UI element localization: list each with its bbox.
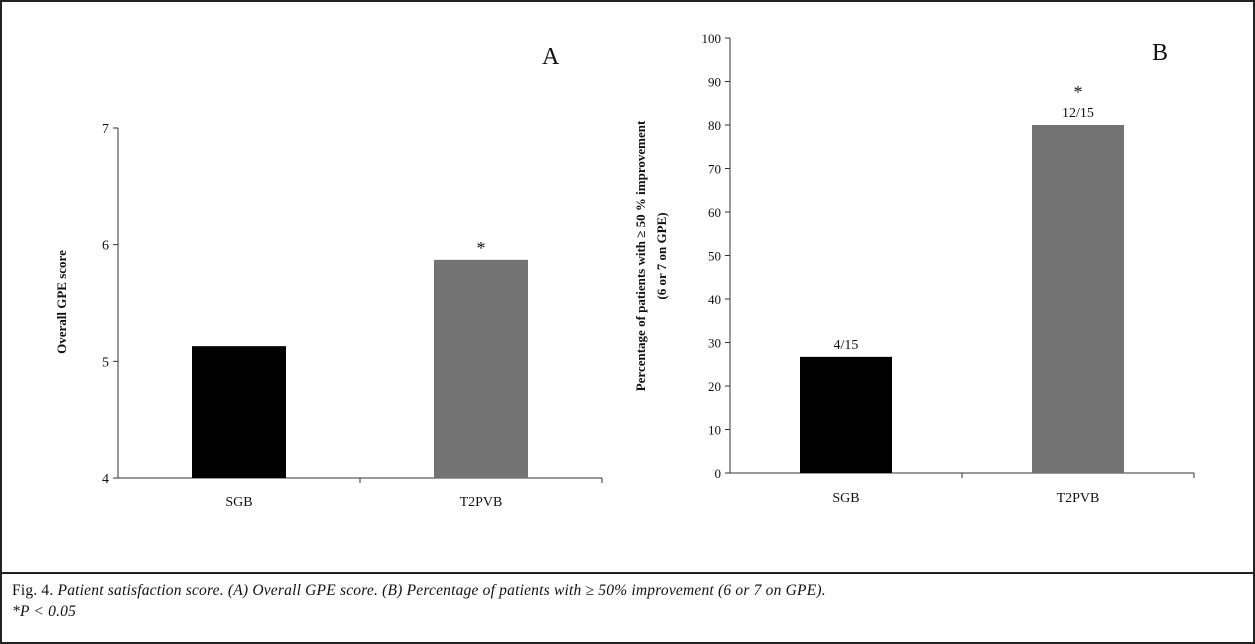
caption-line-1: Fig. 4. Patient satisfaction score. (A) … bbox=[12, 580, 1237, 601]
plot-area: 4 5 6 7 SGB T2PVB * A Overall GPE score 0 10 20 30 40… bbox=[2, 2, 1253, 572]
figure-caption: Fig. 4. Patient satisfaction score. (A) … bbox=[12, 580, 1237, 622]
y-tick-label: 30 bbox=[708, 336, 721, 351]
y-tick-label: 100 bbox=[702, 31, 722, 46]
bar-sgb bbox=[192, 346, 286, 478]
y-tick-label: 40 bbox=[708, 292, 721, 307]
chart-panel-b: 0 10 20 30 40 50 60 70 80 90 100 SGB 4/15 T2PVB 12/15 *… bbox=[633, 31, 1195, 506]
bar-data-label: 4/15 bbox=[834, 338, 859, 353]
x-category-label: SGB bbox=[225, 495, 252, 510]
y-tick-label: 7 bbox=[102, 122, 109, 137]
caption-line-2: *P < 0.05 bbox=[12, 603, 77, 620]
y-axis-label: Overall GPE score bbox=[54, 250, 69, 354]
panel-label: B bbox=[1152, 40, 1168, 66]
y-tick-label: 90 bbox=[708, 75, 721, 90]
y-tick-label: 6 bbox=[102, 239, 109, 254]
significance-marker: * bbox=[477, 238, 486, 258]
y-tick-label: 50 bbox=[708, 249, 721, 264]
y-tick-label: 0 bbox=[715, 466, 722, 481]
bar-data-label: 12/15 bbox=[1062, 106, 1094, 121]
charts-svg: 4 5 6 7 SGB T2PVB * A Overall GPE score 0 10 20 30 40… bbox=[54, 31, 1195, 510]
y-axis-label: Percentage of patients with ≥ 50 % impro… bbox=[633, 120, 648, 391]
x-category-label: T2PVB bbox=[1057, 491, 1100, 506]
y-tick-label: 60 bbox=[708, 205, 721, 220]
bar-sgb bbox=[800, 356, 892, 473]
y-axis-label-line-2: (6 or 7 on GPE) bbox=[654, 212, 669, 299]
caption-text: Patient satisfaction score. (A) Overall … bbox=[57, 582, 826, 599]
y-tick-label: 4 bbox=[102, 472, 109, 487]
caption-divider bbox=[0, 572, 1255, 574]
bar-t2pvb bbox=[434, 259, 528, 478]
y-tick-label: 20 bbox=[708, 379, 721, 394]
bar-t2pvb bbox=[1032, 125, 1124, 473]
y-tick-label: 80 bbox=[708, 118, 721, 133]
y-tick-label: 5 bbox=[102, 355, 109, 370]
caption-figure-label: Fig. 4. bbox=[12, 582, 54, 599]
y-tick-label: 70 bbox=[708, 162, 721, 177]
x-category-label: T2PVB bbox=[460, 495, 503, 510]
x-category-label: SGB bbox=[832, 491, 859, 506]
chart-panel-a: 4 5 6 7 SGB T2PVB * A Overall GPE score bbox=[54, 44, 603, 510]
y-tick-label: 10 bbox=[708, 423, 721, 438]
significance-marker: * bbox=[1074, 82, 1083, 102]
panel-label: A bbox=[542, 44, 560, 70]
